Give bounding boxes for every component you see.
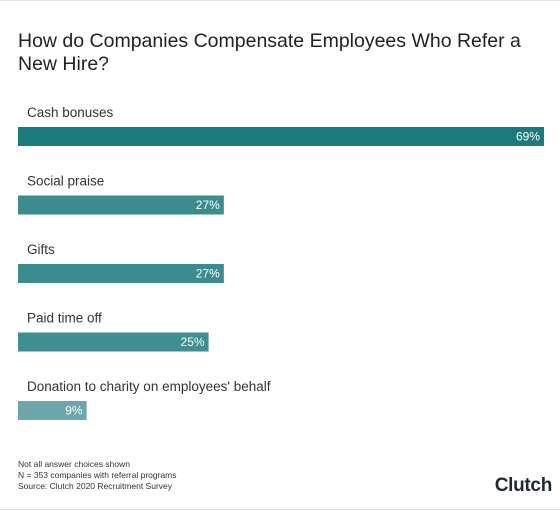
footnote-not-all-choices: Not all answer choices shown	[18, 459, 130, 469]
footnote-source: Source: Clutch 2020 Recruitment Survey	[18, 481, 173, 491]
clutch-logo: Clutch	[494, 475, 553, 496]
value-label: 9%	[65, 404, 83, 418]
bar	[18, 264, 224, 283]
category-label: Paid time off	[27, 311, 102, 326]
category-label: Social praise	[27, 174, 104, 189]
value-label: 27%	[196, 198, 220, 212]
chart-title: How do Companies Compensate Employees Wh…	[18, 30, 521, 75]
category-label: Donation to charity on employees' behalf	[27, 379, 271, 394]
footnote-sample-size: N = 353 companies with referral programs	[18, 470, 177, 480]
footnotes: Not all answer choices shown N = 353 com…	[18, 459, 177, 492]
value-label: 69%	[516, 130, 540, 144]
bar	[18, 127, 544, 146]
value-label: 25%	[181, 335, 205, 349]
category-label: Gifts	[27, 242, 55, 257]
bar	[18, 401, 87, 420]
category-label: Cash bonuses	[27, 105, 114, 120]
value-label: 27%	[196, 267, 220, 281]
bar	[18, 195, 224, 215]
bar	[18, 332, 209, 352]
